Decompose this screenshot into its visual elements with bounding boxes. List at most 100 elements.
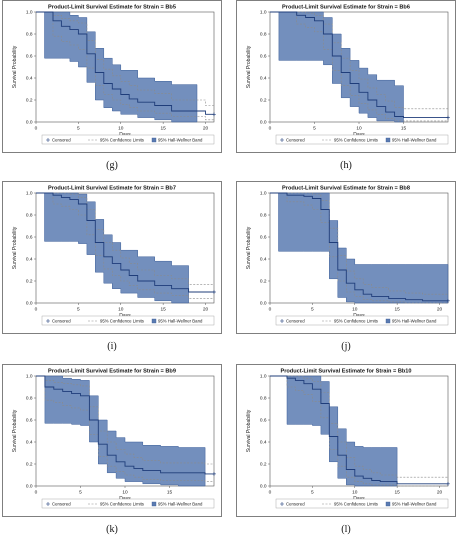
panel-caption: (k) xyxy=(106,524,118,535)
y-axis-label: Survival Probability xyxy=(246,409,252,452)
y-tick-label: 0.6 xyxy=(26,418,33,424)
y-tick-label: 0.8 xyxy=(260,396,267,402)
legend-censored-label: Censored xyxy=(52,138,71,143)
panel-caption: (l) xyxy=(341,524,351,535)
legend-box xyxy=(41,134,215,145)
legend-band-label: 95% Hall-Wellner Band xyxy=(392,138,437,143)
x-tick-label: 0 xyxy=(269,490,272,496)
x-tick-label: 10 xyxy=(118,307,124,313)
lower-confidence-limit xyxy=(270,11,448,122)
y-tick-label: 0.2 xyxy=(260,462,267,468)
survival-chart: Product-Limit Survival Estimate for Stra… xyxy=(246,5,450,145)
legend-band-icon xyxy=(151,137,157,143)
x-tick-label: 5 xyxy=(313,126,316,132)
x-tick-label: 0 xyxy=(269,126,272,132)
y-tick-label: 0.4 xyxy=(26,440,33,446)
panel-caption: (h) xyxy=(340,160,352,171)
legend-censored-label: Censored xyxy=(286,138,305,143)
upper-confidence-limit xyxy=(270,11,448,110)
legend-confidence-label: 95% Confidence Limits xyxy=(100,502,144,507)
y-axis-label: Survival Probability xyxy=(12,409,18,452)
upper-confidence-limit xyxy=(270,375,448,478)
survival-curve xyxy=(270,192,448,302)
y-tick-label: 0.2 xyxy=(26,279,33,285)
censored-marker xyxy=(212,112,216,117)
y-tick-label: 0.8 xyxy=(260,32,267,38)
upper-confidence-limit xyxy=(36,375,214,465)
legend-band-icon xyxy=(151,501,157,507)
x-tick-label: 10 xyxy=(352,307,358,313)
x-tick-label: 5 xyxy=(77,126,80,132)
y-axis-label: Survival Probability xyxy=(12,45,18,88)
y-tick-label: 0.0 xyxy=(26,120,33,126)
legend-censored-label: Censored xyxy=(286,502,305,507)
x-tick-label: 15 xyxy=(394,307,400,313)
y-tick-label: 0.6 xyxy=(260,235,267,241)
legend-censored-icon xyxy=(46,502,50,506)
censored-marker xyxy=(212,472,216,476)
legend-band-icon xyxy=(151,318,157,324)
legend-band-label: 95% Hall-Wellner Band xyxy=(158,138,203,143)
legend-censored-icon xyxy=(46,319,50,323)
y-tick-label: 0.6 xyxy=(260,54,267,60)
legend-box xyxy=(275,315,449,326)
legend-censored-icon xyxy=(280,502,284,506)
censored-marker xyxy=(446,482,450,486)
survival-curve xyxy=(270,11,448,119)
panel-caption: (j) xyxy=(341,341,351,352)
censored-marker xyxy=(446,115,450,120)
y-tick-label: 0.4 xyxy=(26,257,33,263)
x-tick-label: 20 xyxy=(203,126,209,132)
x-tick-label: 15 xyxy=(160,307,166,313)
legend-censored-icon xyxy=(46,138,50,142)
y-tick-label: 0.0 xyxy=(26,301,33,307)
lower-confidence-limit xyxy=(36,11,214,121)
chart-panel: Product-Limit Survival Estimate for Stra… xyxy=(236,0,456,178)
y-tick-label: 1.0 xyxy=(260,191,267,197)
legend-censored-label: Censored xyxy=(286,319,305,324)
survival-chart: Product-Limit Survival Estimate for Stra… xyxy=(12,369,216,509)
y-tick-label: 1.0 xyxy=(260,374,267,380)
upper-confidence-limit xyxy=(36,192,214,285)
x-tick-label: 5 xyxy=(79,490,82,496)
x-tick-label: 15 xyxy=(401,126,407,132)
censored-marker xyxy=(446,299,450,303)
chart-title: Product-Limit Survival Estimate for Stra… xyxy=(48,186,176,192)
y-tick-label: 0.0 xyxy=(260,120,267,126)
survival-chart: Product-Limit Survival Estimate for Stra… xyxy=(246,369,450,509)
y-tick-label: 0.8 xyxy=(26,32,33,38)
legend-band-icon xyxy=(385,137,391,143)
y-tick-label: 0.0 xyxy=(260,301,267,307)
lower-confidence-limit xyxy=(36,192,214,299)
x-tick-label: 10 xyxy=(122,490,128,496)
legend-censored-icon xyxy=(280,138,284,142)
hall-wellner-band xyxy=(44,192,189,304)
legend-censored-label: Censored xyxy=(52,502,71,507)
chart-panel: Product-Limit Survival Estimate for Stra… xyxy=(236,364,456,542)
x-tick-label: 5 xyxy=(77,307,80,313)
y-tick-label: 0.8 xyxy=(260,213,267,219)
y-tick-label: 0.2 xyxy=(260,279,267,285)
x-tick-label: 15 xyxy=(160,126,166,132)
legend-censored-icon xyxy=(280,319,284,323)
x-tick-label: 0 xyxy=(35,490,38,496)
y-tick-label: 0.0 xyxy=(260,484,267,490)
x-tick-label: 20 xyxy=(203,307,209,313)
lower-confidence-limit xyxy=(36,375,214,482)
chart-title: Product-Limit Survival Estimate for Stra… xyxy=(282,5,410,11)
legend-box xyxy=(41,315,215,326)
chart-title: Product-Limit Survival Estimate for Stra… xyxy=(48,5,176,11)
legend-box xyxy=(41,498,215,509)
legend-band-icon xyxy=(385,501,391,507)
survival-chart: Product-Limit Survival Estimate for Stra… xyxy=(246,186,450,326)
x-tick-label: 5 xyxy=(311,307,314,313)
x-tick-label: 0 xyxy=(35,126,38,132)
y-axis-label: Survival Probability xyxy=(246,45,252,88)
panel-caption: (i) xyxy=(107,341,117,352)
x-tick-label: 10 xyxy=(118,126,124,132)
y-axis-label: Survival Probability xyxy=(246,226,252,269)
chart-panel: Product-Limit Survival Estimate for Stra… xyxy=(2,181,222,359)
y-tick-label: 0.6 xyxy=(260,418,267,424)
y-tick-label: 1.0 xyxy=(26,374,33,380)
